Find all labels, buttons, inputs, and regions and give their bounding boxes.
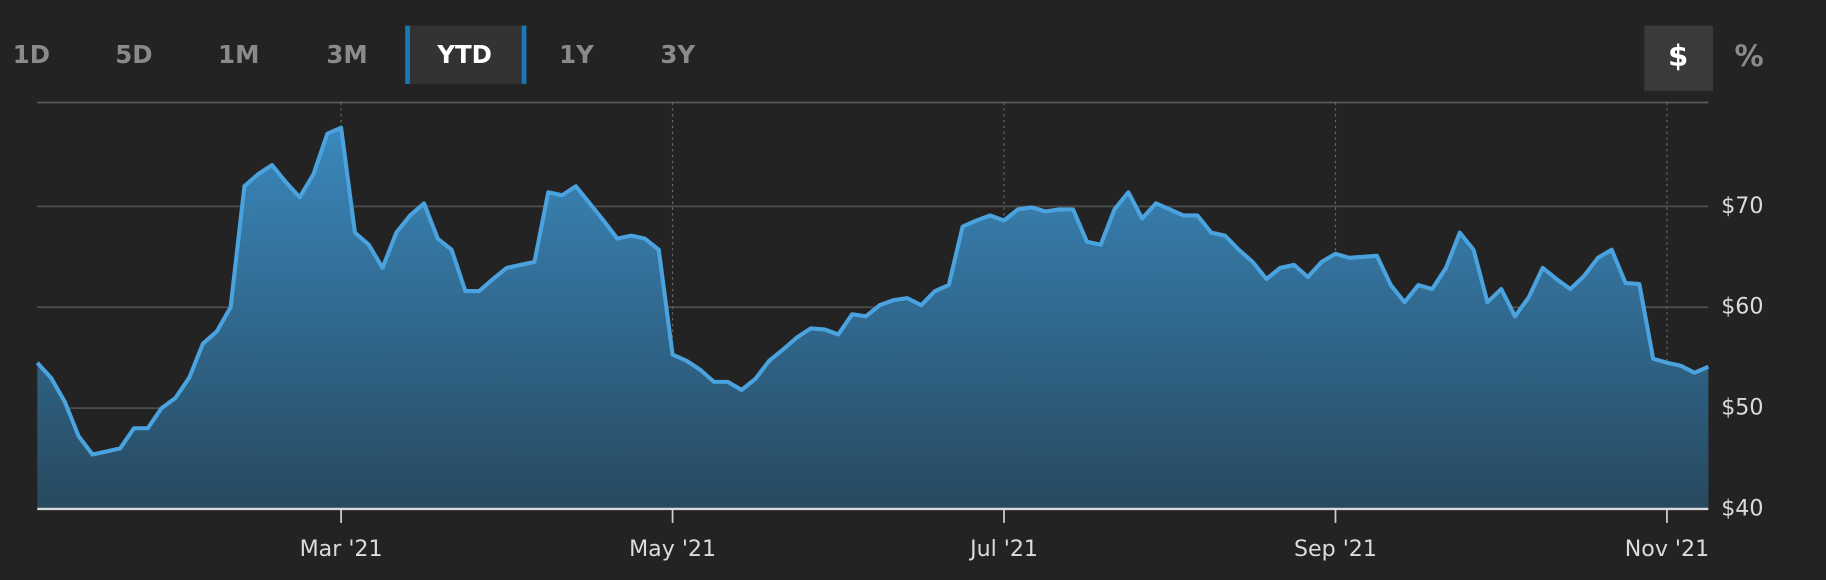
tab-edge: [405, 25, 410, 84]
tab-label: 1D: [13, 40, 50, 69]
x-tick-label: May '21: [629, 536, 716, 562]
tab-label: 3Y: [660, 40, 695, 69]
unit-toggle[interactable]: $: [1644, 25, 1714, 91]
tab-label: 3M: [326, 40, 367, 69]
unit-toggle[interactable]: %: [1735, 39, 1764, 73]
x-tick-label: Sep '21: [1294, 536, 1377, 562]
range-tab[interactable]: 3Y: [660, 40, 695, 69]
tab-edge: [521, 25, 527, 84]
tab-label: 5D: [115, 40, 152, 69]
range-tab[interactable]: YTD: [405, 25, 527, 84]
y-tick-label: $50: [1721, 395, 1763, 421]
price-area: [37, 127, 1709, 509]
range-tab[interactable]: 1Y: [559, 40, 594, 69]
y-tick-label: $60: [1721, 294, 1763, 320]
toggle-label: %: [1735, 39, 1764, 73]
y-tick-label: $70: [1721, 193, 1763, 219]
tab-highlight: [405, 25, 527, 84]
range-tab[interactable]: 5D: [115, 40, 152, 69]
x-tick-label: Nov '21: [1625, 536, 1709, 562]
price-line: [35, 125, 1710, 457]
tab-label: YTD: [436, 40, 492, 69]
range-tab[interactable]: 1D: [13, 40, 50, 69]
toggle-label: $: [1668, 39, 1688, 73]
tab-label: 1M: [218, 40, 259, 69]
x-tick-label: Mar '21: [300, 536, 383, 562]
toggle-highlight: [1644, 25, 1714, 91]
y-tick-label: $40: [1721, 495, 1763, 521]
tab-label: 1Y: [559, 40, 594, 69]
range-tab[interactable]: 1M: [218, 40, 259, 69]
x-tick-label: Jul '21: [968, 536, 1038, 562]
range-tab[interactable]: 3M: [326, 40, 367, 69]
